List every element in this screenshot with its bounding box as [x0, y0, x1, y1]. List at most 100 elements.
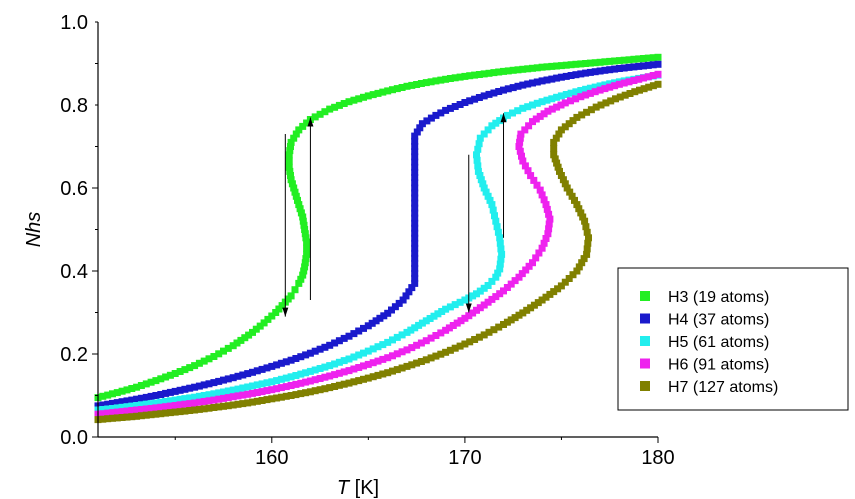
- data-point: [157, 403, 165, 411]
- data-point: [567, 89, 575, 97]
- data-point: [263, 364, 271, 372]
- data-point: [137, 401, 145, 409]
- data-point: [210, 390, 218, 398]
- data-point: [451, 74, 459, 82]
- data-point: [557, 62, 565, 70]
- data-point: [331, 360, 339, 368]
- data-point: [277, 359, 285, 367]
- data-point: [239, 391, 247, 399]
- data-point: [162, 373, 170, 381]
- data-point: [586, 59, 594, 67]
- data-point: [372, 317, 380, 325]
- data-point: [500, 287, 507, 295]
- data-point: [546, 215, 554, 223]
- data-point: [471, 95, 479, 103]
- data-point: [640, 74, 647, 82]
- data-point: [411, 244, 419, 252]
- data-point: [504, 85, 512, 93]
- data-point: [582, 60, 590, 67]
- data-point: [500, 67, 507, 75]
- data-point: [311, 113, 319, 121]
- y-axis-title: Nhs: [23, 212, 45, 248]
- data-point: [503, 284, 511, 291]
- data-point: [453, 319, 461, 327]
- data-point: [133, 406, 141, 414]
- data-point: [606, 57, 614, 65]
- data-point: [350, 353, 358, 361]
- data-point: [519, 104, 527, 112]
- data-point: [287, 143, 294, 150]
- data-point: [625, 56, 633, 64]
- data-point: [538, 191, 546, 199]
- data-point: [550, 151, 558, 159]
- data-point: [601, 81, 609, 89]
- data-point: [340, 368, 348, 376]
- data-point: [535, 249, 543, 257]
- data-point: [162, 398, 170, 405]
- data-point: [577, 93, 585, 101]
- data-point: [573, 113, 581, 121]
- data-point: [389, 86, 396, 94]
- data-point: [171, 396, 179, 404]
- data-point: [374, 89, 382, 97]
- data-point: [311, 376, 319, 384]
- data-point: [157, 391, 165, 398]
- data-point: [268, 395, 276, 403]
- data-point: [335, 381, 343, 389]
- data-point: [389, 336, 396, 344]
- data-point: [465, 312, 473, 320]
- data-point: [340, 357, 348, 365]
- data-point: [152, 404, 160, 412]
- data-point: [345, 367, 353, 375]
- data-point: [442, 75, 450, 83]
- data-point: [321, 373, 329, 381]
- data-point: [297, 379, 305, 387]
- data-point: [529, 64, 536, 72]
- legend-swatch: [640, 358, 650, 369]
- legend-item: H7 (127 atoms): [640, 379, 778, 396]
- data-point: [195, 359, 203, 367]
- y-tick-label: 0.4: [60, 261, 88, 283]
- data-point: [290, 184, 298, 192]
- data-point: [565, 120, 573, 128]
- data-point: [186, 407, 194, 414]
- data-point: [123, 413, 131, 421]
- data-point: [355, 327, 363, 335]
- data-point: [340, 380, 348, 388]
- transition-arrow: [500, 113, 507, 238]
- data-point: [123, 403, 131, 411]
- data-point: [434, 310, 442, 318]
- data-point: [586, 84, 594, 92]
- data-point: [393, 366, 401, 374]
- data-point: [538, 77, 546, 85]
- data-point: [475, 333, 483, 341]
- data-point: [395, 299, 403, 307]
- data-point: [553, 74, 561, 82]
- data-point: [411, 209, 419, 217]
- data-point: [451, 103, 459, 110]
- data-point: [536, 112, 544, 120]
- data-point: [488, 295, 496, 303]
- data-point: [473, 306, 480, 314]
- data-point: [480, 301, 488, 309]
- data-point: [456, 298, 464, 306]
- data-point: [282, 383, 290, 391]
- data-point: [509, 109, 516, 117]
- data-point: [403, 82, 411, 90]
- legend-swatch: [640, 291, 650, 301]
- data-point: [118, 408, 126, 416]
- data-point: [474, 162, 482, 170]
- data-point: [543, 96, 551, 104]
- data-point: [166, 388, 174, 396]
- legend-swatch: [640, 336, 650, 346]
- data-point: [585, 234, 592, 242]
- data-point: [533, 181, 541, 189]
- data-point: [411, 274, 419, 282]
- data-point: [297, 353, 305, 361]
- data-point: [299, 271, 307, 279]
- data-point: [176, 368, 184, 375]
- data-point: [104, 415, 112, 423]
- data-point: [311, 387, 319, 395]
- data-point: [461, 99, 469, 106]
- data-point: [388, 306, 395, 314]
